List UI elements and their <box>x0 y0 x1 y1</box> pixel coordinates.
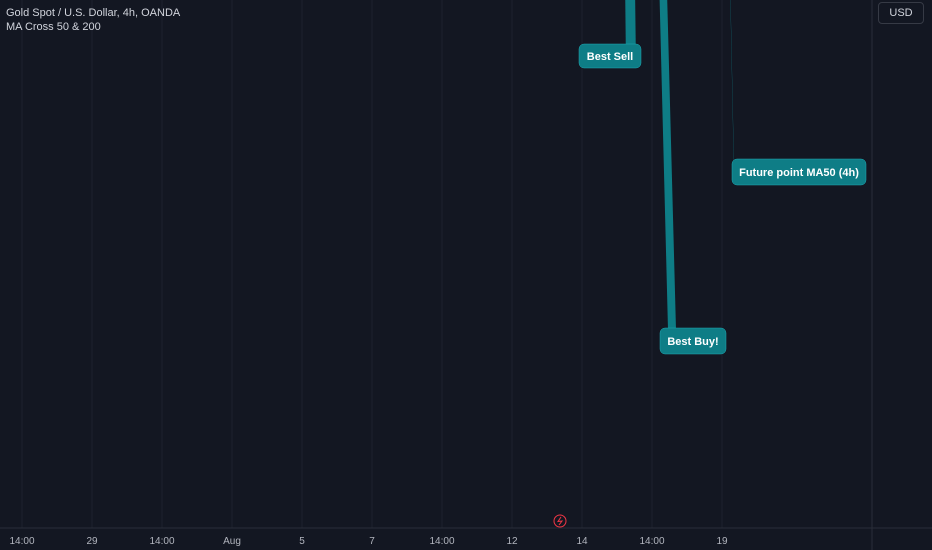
lightning-icon[interactable] <box>553 514 567 528</box>
callout-label: Best Sell <box>587 51 633 63</box>
time-tick-label: 14:00 <box>9 536 34 547</box>
currency-button[interactable]: USD <box>878 2 924 24</box>
time-tick-label: 5 <box>299 536 305 547</box>
time-axis: 14:00 29 14:00 Aug 5 7 14:00 12 14 14:00 19 <box>0 527 932 547</box>
future-point-callout[interactable]: Future point MA50 (4h) <box>598 0 867 186</box>
callout-box <box>731 158 867 186</box>
callout-label: Future point MA50 (4h) <box>739 167 859 179</box>
time-tick-label: 19 <box>716 536 728 547</box>
indicator-label: MA Cross 50 & 200 <box>6 21 101 33</box>
time-tick-label: 12 <box>506 536 518 547</box>
time-tick-label: 7 <box>369 536 375 547</box>
time-tick-label: Aug <box>223 536 241 547</box>
time-tick-label: 14:00 <box>639 536 664 547</box>
symbol-title: Gold Spot / U.S. Dollar, 4h, OANDA <box>6 7 181 19</box>
time-tick-label: 29 <box>86 536 98 547</box>
price-axis: 2,490.0002,480.0002,470.0002,460.0002,45… <box>871 0 873 550</box>
callout-tail <box>659 0 676 330</box>
best-sell-callout[interactable]: Best Sell <box>552 0 642 69</box>
time-tick-label: 14:00 <box>149 536 174 547</box>
callout-box <box>659 327 727 355</box>
chart-legend: Gold Spot / U.S. Dollar, 4h, OANDA MA Cr… <box>6 6 180 34</box>
time-tick-label: 14 <box>576 536 588 547</box>
callout-label: Best Buy! <box>667 336 718 348</box>
best-buy-callout[interactable]: Best Buy! <box>498 0 727 355</box>
time-tick-label: 14:00 <box>429 536 454 547</box>
callout-box <box>578 43 642 69</box>
grid-lines <box>21 0 723 528</box>
